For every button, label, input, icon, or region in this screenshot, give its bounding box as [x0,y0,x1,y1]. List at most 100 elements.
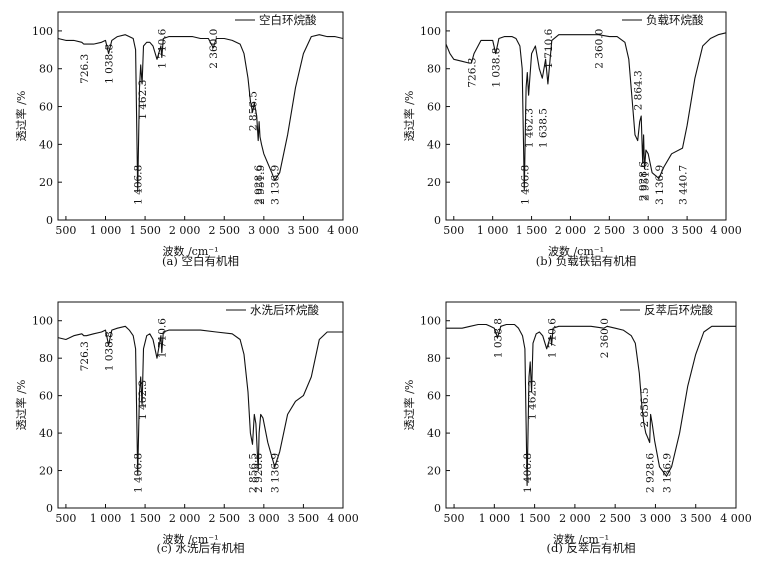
x-tick-label: 4 000 [720,512,752,525]
y-tick-label: 60 [427,101,441,114]
peak-label: 2 928.6 [253,164,265,204]
peak-label: 1 038.8 [104,44,116,84]
x-tick-label: 2 500 [599,512,631,525]
peak-label: 3 136.9 [270,453,282,493]
peak-label: 726.3 [79,341,91,371]
panel-caption: (c) 水洗后有机相 [156,541,244,555]
peak-label: 1 406.8 [519,165,531,205]
chart-panel-1: 500 1 000 1 500 2 000 2 500 3 000 3 500 4 000 0 2… [14,11,359,268]
plot-frame [445,11,727,221]
x-tick-label: 1 000 [479,512,511,525]
x-tick-label: 500 [55,224,76,237]
y-axis-label: 透过率 /% [14,380,28,431]
peak-label: 3 136.9 [270,165,282,205]
peak-label: 2 928.6 [253,453,265,493]
x-tick-label: 3 500 [671,224,703,237]
peak-label: 1 710.6 [543,28,555,68]
x-axis-label: 波数 /cm⁻¹ [553,533,609,546]
y-tick-label: 40 [39,427,53,440]
x-tick-label: 500 [444,512,465,525]
legend-label: 负载环烷酸 [646,13,704,27]
y-tick-label: 40 [427,138,441,151]
x-tick-label: 2 000 [559,512,591,525]
x-tick-label: 1 500 [519,512,551,525]
y-axis-label: 透过率 /% [402,91,416,142]
x-tick-label: 500 [55,512,76,525]
peak-label: 1 462.3 [137,80,149,120]
y-tick-label: 20 [39,176,53,189]
peak-label: 726.3 [79,54,91,84]
y-tick-label: 0 [46,214,53,227]
x-axis-label: 波数 /cm⁻¹ [162,245,218,258]
x-tick-label: 2 500 [209,224,241,237]
peak-label: 1 038.8 [491,48,503,88]
panel-caption: (b) 负载铁铝有机相 [536,254,637,268]
y-tick-label: 40 [39,138,53,151]
y-tick-label: 40 [427,427,441,440]
peak-label: 1 038.8 [492,318,504,358]
x-tick-label: 3 500 [680,512,712,525]
chart-panel-2: 500 1 000 1 500 2 000 2 500 3 000 3 500 4 000 0 2… [402,11,742,268]
peak-label: 3 136.9 [661,453,673,493]
plot-frame [445,301,737,509]
peak-label: 2 856.5 [247,91,259,131]
peak-label: 2 928.6 [638,161,650,201]
plot-frame [57,301,344,509]
x-tick-label: 1 500 [129,224,161,237]
y-tick-label: 20 [427,176,441,189]
y-tick-label: 100 [420,25,441,38]
y-tick-label: 0 [434,214,441,227]
panel-caption: (a) 空白有机相 [162,254,239,268]
x-tick-label: 3 000 [248,224,280,237]
x-axis-label: 波数 /cm⁻¹ [162,533,218,546]
spectrum-line [445,32,727,191]
peak-label: 2 864.3 [633,70,645,110]
peak-label: 1 638.5 [537,108,549,148]
legend-label: 水洗后环烷酸 [250,303,319,317]
peak-label: 2 951.9 [255,165,267,205]
y-tick-label: 80 [39,352,53,365]
y-tick-label: 80 [39,63,53,76]
peak-label: 2 360.0 [599,318,611,358]
peak-label: 1 406.8 [133,453,145,493]
x-tick-label: 2 000 [169,512,201,525]
x-tick-label: 2 000 [555,224,587,237]
y-tick-label: 60 [427,390,441,403]
y-tick-label: 100 [32,25,53,38]
x-tick-label: 1 000 [90,512,122,525]
x-tick-label: 2 500 [594,224,626,237]
y-tick-label: 20 [427,465,441,478]
chart-panel-4: 500 1 000 1 500 2 000 2 500 3 000 3 500 4 000 0 2… [402,301,752,555]
y-axis-label: 透过率 /% [402,380,416,431]
y-tick-label: 20 [39,465,53,478]
y-tick-label: 100 [32,315,53,328]
y-tick-label: 0 [434,502,441,515]
peak-label: 2 856.5 [639,387,651,427]
y-tick-label: 0 [46,502,53,515]
peak-label: 726.3 [466,58,478,88]
x-tick-label: 3 500 [288,512,320,525]
x-tick-label: 500 [443,224,464,237]
peak-label: 1 406.8 [133,165,145,205]
peak-label: 1 462.3 [137,380,149,420]
x-tick-label: 3 000 [248,512,280,525]
panel-caption: (d) 反萃后有机相 [547,541,636,555]
legend-label: 空白环烷酸 [259,13,317,27]
x-tick-label: 2 000 [169,224,201,237]
x-tick-label: 1 500 [129,512,161,525]
peak-label: 3 136.9 [654,165,666,205]
x-tick-label: 4 000 [327,224,359,237]
spectrum-line [446,323,736,487]
peak-label: 2 360.0 [593,29,605,69]
x-tick-label: 1 000 [477,224,509,237]
peak-label: 2 856.5 [247,453,259,493]
plot-frame [57,11,344,221]
x-tick-label: 4 000 [327,512,359,525]
x-tick-label: 3 000 [632,224,664,237]
y-tick-label: 80 [427,352,441,365]
spectrum-line [57,34,344,193]
x-tick-label: 1 500 [516,224,548,237]
peak-label: 1 462.3 [524,108,536,148]
x-tick-label: 4 000 [710,224,742,237]
